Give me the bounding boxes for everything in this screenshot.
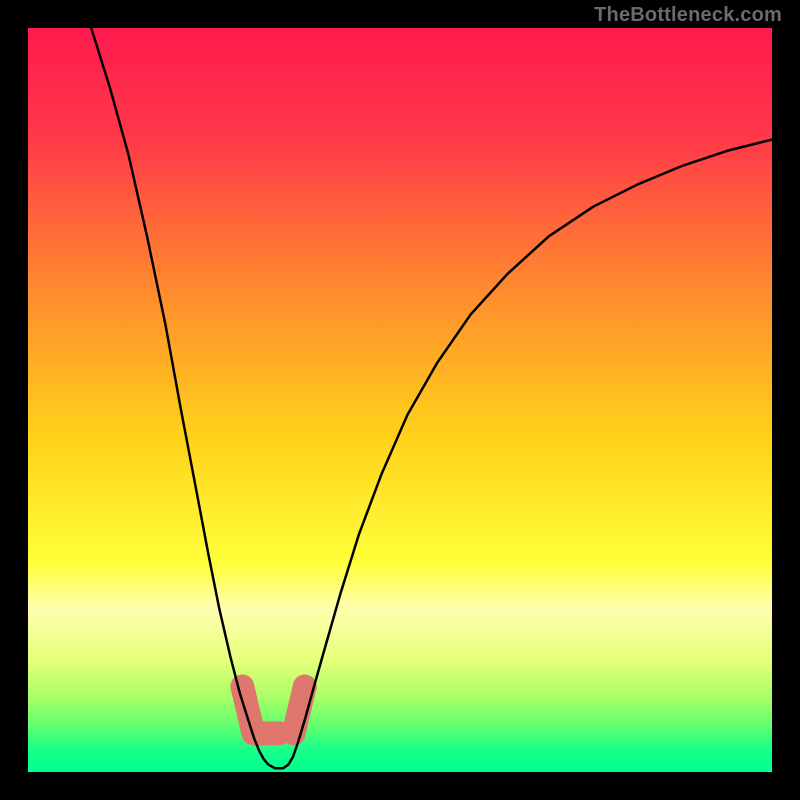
plot-area <box>28 28 772 772</box>
gradient-background <box>28 28 772 772</box>
highlight-cap <box>230 675 254 699</box>
chart-svg <box>28 28 772 772</box>
watermark-text: TheBottleneck.com <box>594 4 782 27</box>
chart-frame: TheBottleneck.com <box>0 0 800 800</box>
